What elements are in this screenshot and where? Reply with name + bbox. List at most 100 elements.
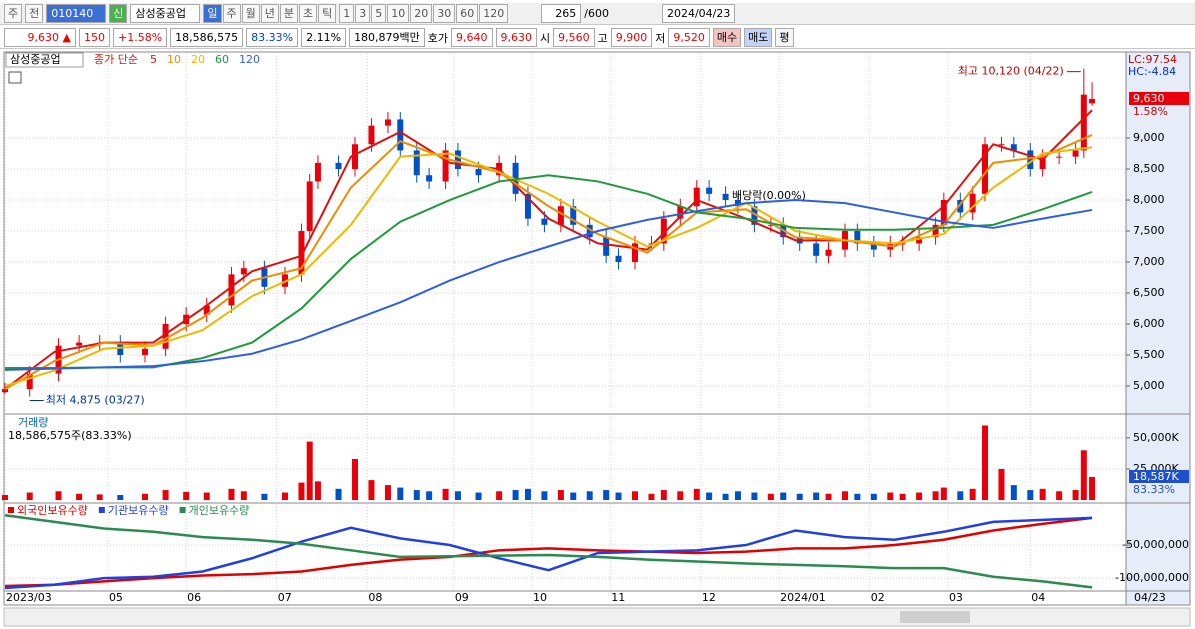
buy-button[interactable]: 매수 bbox=[712, 28, 742, 47]
period-button[interactable]: 주 bbox=[222, 4, 241, 23]
price: 9,630 ▲ bbox=[4, 28, 76, 47]
volume-bar bbox=[998, 468, 1005, 500]
moving-average bbox=[5, 174, 1093, 369]
candle-body bbox=[767, 224, 774, 226]
volume-bar bbox=[203, 492, 210, 500]
candle-body bbox=[426, 175, 433, 182]
volume-bar bbox=[55, 491, 62, 500]
moving-average bbox=[4, 134, 1093, 390]
y-tick-label: 7,000 bbox=[1133, 255, 1165, 268]
legend-item: 10 bbox=[167, 53, 181, 66]
interval-button[interactable]: 10 bbox=[387, 4, 410, 23]
candle-body bbox=[26, 373, 33, 390]
volume-bar bbox=[442, 488, 449, 500]
candle-body bbox=[1080, 94, 1087, 151]
amount: 180,879백만 bbox=[349, 28, 425, 47]
candle-body bbox=[1010, 144, 1017, 151]
candle-body bbox=[142, 348, 148, 355]
candle-body bbox=[352, 144, 358, 170]
y-tick-label: 6,000 bbox=[1133, 317, 1165, 330]
scrollbar[interactable] bbox=[3, 607, 1191, 627]
volume-bar bbox=[899, 493, 906, 500]
candle-body bbox=[825, 249, 832, 256]
interval-button[interactable]: 20 bbox=[410, 4, 433, 23]
volume-bar bbox=[1072, 490, 1079, 500]
candle-body bbox=[2, 389, 8, 393]
candle-body bbox=[1039, 156, 1046, 170]
interval-button[interactable]: 1 bbox=[339, 4, 355, 23]
sell-button[interactable]: 매도 bbox=[744, 28, 773, 47]
interval-button[interactable]: 120 bbox=[479, 4, 509, 23]
volume-bar bbox=[780, 492, 787, 500]
volume-bar bbox=[352, 459, 358, 500]
volume-bar bbox=[722, 493, 729, 500]
interval-button[interactable]: 5 bbox=[371, 4, 387, 23]
moving-average bbox=[4, 146, 1093, 387]
volume-bar bbox=[870, 493, 877, 500]
volume-bar bbox=[1039, 488, 1046, 500]
x-tick-label: 08 bbox=[368, 591, 382, 604]
candle-body bbox=[940, 200, 947, 225]
value-tag-label: 18,587K bbox=[1133, 470, 1179, 483]
candle-body bbox=[734, 200, 741, 207]
scope[interactable]: 전 bbox=[25, 4, 44, 23]
candle-body bbox=[813, 243, 820, 256]
period-button[interactable]: 초 bbox=[299, 4, 318, 23]
scroll-thumb[interactable] bbox=[900, 611, 970, 623]
candle-body bbox=[1072, 150, 1079, 157]
period-button[interactable]: 틱 bbox=[318, 4, 337, 23]
change-pct: +1.58% bbox=[113, 28, 168, 47]
volume-bar bbox=[648, 493, 655, 500]
volume-bar bbox=[796, 493, 803, 500]
legend-swatch bbox=[98, 507, 105, 513]
interval-button[interactable]: 60 bbox=[456, 4, 479, 23]
period-button[interactable]: 년 bbox=[260, 4, 279, 23]
volume-bar bbox=[298, 482, 305, 500]
avg-button[interactable]: 평 bbox=[775, 28, 794, 47]
holding-line bbox=[4, 516, 1093, 588]
chart: 2023/03 05 06 07 08 09 10 11 12 2024/01 02 03 04 04/2… bbox=[2, 51, 1191, 627]
period-button[interactable]: 월 bbox=[241, 4, 260, 23]
volume-bar bbox=[603, 490, 610, 500]
tool-icon bbox=[8, 71, 22, 84]
credit[interactable]: 신 bbox=[109, 4, 128, 23]
volume-bar bbox=[282, 492, 288, 500]
volume-bar bbox=[541, 491, 548, 500]
market[interactable]: 주 bbox=[4, 4, 23, 23]
x-tick-label: 09 bbox=[455, 591, 469, 604]
holding-line bbox=[4, 514, 1093, 589]
volume-bar bbox=[26, 492, 33, 500]
volume-bar bbox=[512, 490, 519, 500]
interval-button[interactable]: 30 bbox=[433, 4, 456, 23]
period-button[interactable]: 분 bbox=[279, 4, 298, 23]
interval-button[interactable]: 3 bbox=[355, 4, 371, 23]
volume-bar bbox=[142, 493, 148, 500]
volume-bar bbox=[854, 493, 861, 500]
y-tick-label: 8,500 bbox=[1133, 162, 1165, 175]
count[interactable]: 265 bbox=[541, 4, 582, 23]
volume-bar bbox=[957, 491, 964, 500]
volume-bar bbox=[706, 492, 713, 500]
turnover: 2.11% bbox=[301, 28, 347, 47]
code-input[interactable]: 010140 bbox=[46, 4, 107, 23]
legend-item: 기관보유수량 bbox=[108, 504, 169, 517]
y-tick-label: -50,000,000 bbox=[1122, 538, 1189, 551]
x-tick-label: 2024/01 bbox=[780, 591, 826, 604]
stock-name: 삼성중공업 bbox=[130, 4, 201, 23]
period-button[interactable]: 일 bbox=[203, 4, 222, 23]
price-value: 9,630 bbox=[27, 31, 60, 44]
x-tick-label: 2023/03 bbox=[6, 591, 52, 604]
volume-bar bbox=[397, 487, 404, 500]
price-tag-label: 9,630 bbox=[1133, 92, 1165, 105]
candle-body bbox=[677, 206, 684, 219]
volume-bar bbox=[940, 487, 947, 500]
candle-body bbox=[969, 193, 976, 213]
legend-item: 20 bbox=[191, 53, 205, 66]
candle-body bbox=[982, 144, 988, 194]
candle-body bbox=[335, 162, 342, 170]
hc-label: HC:-4.84 bbox=[1128, 65, 1176, 78]
date[interactable]: 2024/04/23 bbox=[661, 4, 736, 23]
